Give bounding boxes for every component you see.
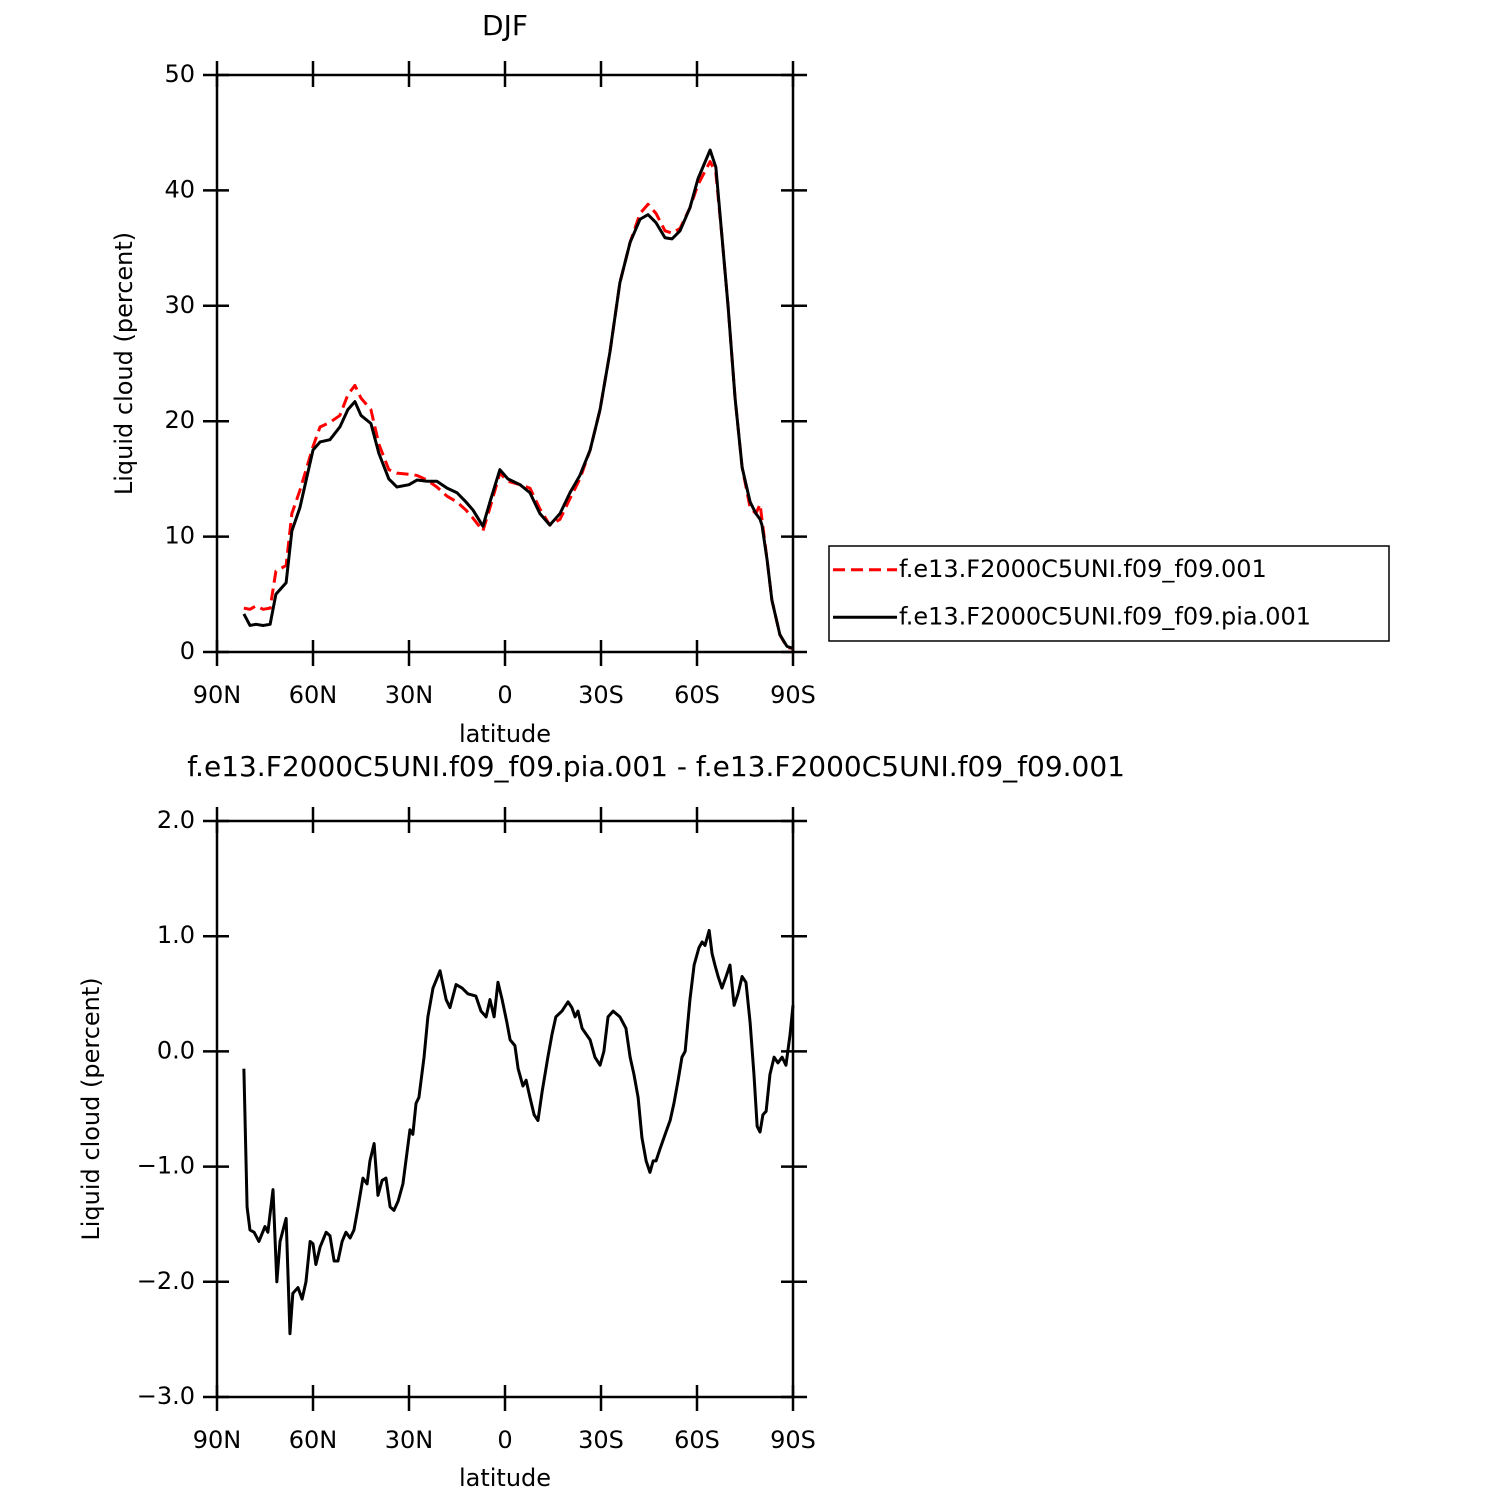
- x-tick-label: 30S: [578, 681, 624, 709]
- x-tick-label: 90N: [193, 1426, 242, 1454]
- data-line: [242, 928, 795, 1336]
- plot-frame: [215, 819, 795, 1399]
- x-tick-label: 30S: [578, 1426, 624, 1454]
- x-tick-label: 30N: [385, 681, 434, 709]
- x-tick-label: 60S: [674, 681, 720, 709]
- y-tick-label: 10: [164, 522, 195, 550]
- x-tick-label: 90S: [770, 681, 816, 709]
- x-tick-label: 0: [497, 681, 512, 709]
- chart-title: f.e13.F2000C5UNI.f09_f09.pia.001 - f.e13…: [187, 750, 1125, 783]
- x-tick-label: 60N: [289, 681, 338, 709]
- x-tick-label: 60N: [289, 1426, 338, 1454]
- y-tick-label: 1.0: [157, 921, 195, 949]
- y-tick-label: −3.0: [137, 1382, 195, 1410]
- y-tick-label: 30: [164, 291, 195, 319]
- legend-frame: [828, 545, 1390, 642]
- legend-label: f.e13.F2000C5UNI.f09_f09.001: [899, 555, 1267, 583]
- x-axis-label: latitude: [459, 720, 551, 748]
- x-tick-label: 90N: [193, 681, 242, 709]
- y-tick-label: 50: [164, 60, 195, 88]
- y-axis-label: Liquid cloud (percent): [77, 977, 105, 1240]
- y-tick-label: −1.0: [137, 1152, 195, 1180]
- y-tick-label: 0.0: [157, 1036, 195, 1064]
- x-tick-label: 30N: [385, 1426, 434, 1454]
- x-tick-label: 90S: [770, 1426, 816, 1454]
- x-tick-label: 0: [497, 1426, 512, 1454]
- y-axis-label: Liquid cloud (percent): [110, 232, 138, 495]
- data-line: [242, 148, 794, 650]
- legend-label: f.e13.F2000C5UNI.f09_f09.pia.001: [899, 602, 1311, 630]
- x-axis-label: latitude: [459, 1464, 551, 1492]
- y-tick-label: 20: [164, 406, 195, 434]
- chart-title: DJF: [482, 9, 528, 42]
- data-line: [243, 160, 794, 651]
- x-tick-label: 60S: [674, 1426, 720, 1454]
- y-tick-label: 40: [164, 175, 195, 203]
- y-tick-label: 0: [180, 637, 195, 665]
- y-tick-label: −2.0: [137, 1267, 195, 1295]
- y-tick-label: 2.0: [157, 806, 195, 834]
